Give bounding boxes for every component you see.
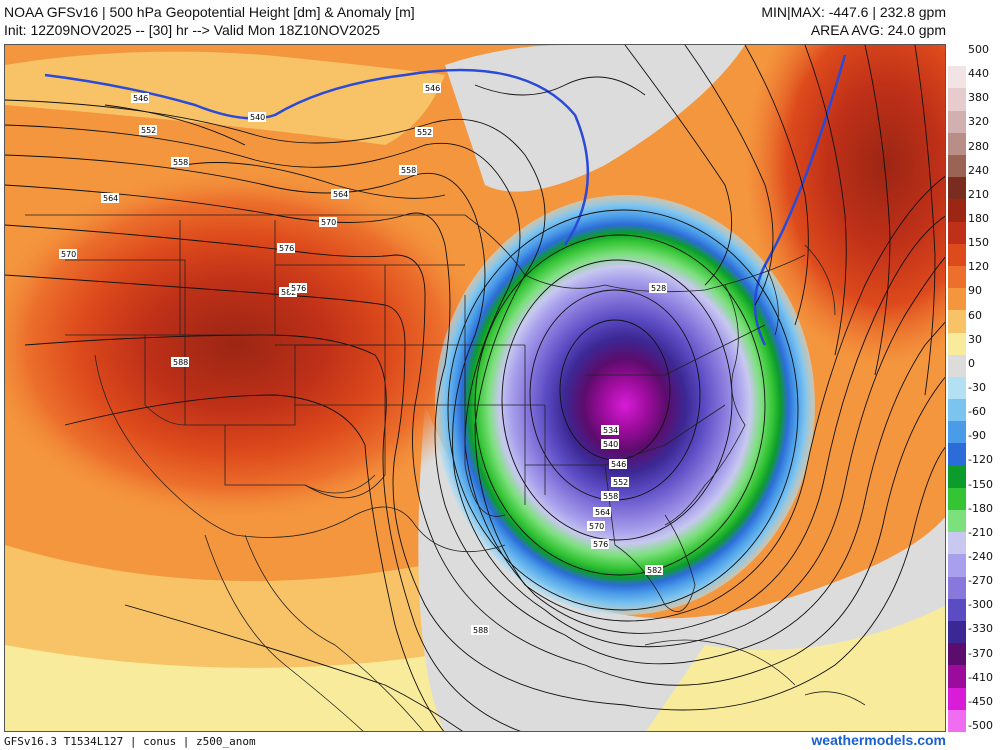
svg-text:546: 546	[425, 84, 440, 93]
colorbar-swatch	[948, 421, 966, 444]
colorbar-swatch	[948, 665, 966, 689]
svg-text:564: 564	[103, 194, 118, 203]
colorbar-label: 150	[968, 236, 989, 250]
colorbar-swatch	[948, 332, 966, 356]
colorbar-label: -300	[968, 598, 993, 612]
colorbar-swatch	[948, 709, 966, 733]
svg-text:552: 552	[417, 128, 432, 137]
colorbar-swatch	[948, 687, 966, 711]
svg-text:552: 552	[141, 126, 156, 135]
colorbar-label: -150	[968, 477, 993, 491]
colorbar-swatch	[948, 199, 966, 223]
svg-text:552: 552	[613, 478, 628, 487]
colorbar-label: 440	[968, 67, 989, 81]
contour-labels: 546 552 558 564 570 576 582 588 546 552 …	[59, 83, 667, 635]
colorbar-swatch	[948, 376, 966, 400]
svg-text:576: 576	[291, 284, 306, 293]
colorbar-swatch	[948, 465, 966, 489]
svg-text:546: 546	[611, 460, 626, 469]
colorbar-swatch	[948, 576, 966, 600]
colorbar-swatch	[948, 399, 966, 422]
svg-text:576: 576	[279, 244, 294, 253]
colorbar-label: 90	[968, 284, 982, 298]
svg-text:534: 534	[603, 426, 618, 435]
colorbar-swatch	[948, 265, 966, 289]
anomaly-map: 546 552 558 564 570 576 582 588 546 552 …	[5, 45, 945, 731]
colorbar-swatch	[948, 288, 966, 311]
colorbar-label: -450	[968, 694, 993, 708]
svg-text:528: 528	[651, 284, 666, 293]
svg-text:570: 570	[61, 250, 76, 259]
svg-text:540: 540	[603, 440, 618, 449]
svg-text:570: 570	[589, 522, 604, 531]
colorbar-label: -240	[968, 550, 993, 563]
colorbar-label: -500	[968, 719, 993, 732]
colorbar-label: 210	[968, 187, 989, 201]
colorbar-label: 280	[968, 139, 989, 153]
svg-text:564: 564	[333, 190, 348, 199]
svg-text:558: 558	[401, 166, 416, 175]
colorbar-label: 120	[968, 260, 989, 274]
svg-text:546: 546	[133, 94, 148, 103]
colorbar-label: -90	[968, 429, 986, 443]
colorbar-label: 0	[968, 356, 975, 370]
model-info-footer: GFSv16.3 T1534L127 | conus | z500_anom	[4, 735, 256, 748]
svg-text:564: 564	[595, 508, 610, 517]
colorbar-swatch	[948, 643, 966, 666]
svg-text:558: 558	[173, 158, 188, 167]
svg-text:588: 588	[473, 626, 488, 635]
colorbar-label: 500	[968, 43, 989, 56]
colorbar-swatch	[948, 88, 966, 112]
colorbar-label: -180	[968, 501, 993, 515]
colorbar-swatch	[948, 443, 966, 467]
colorbar-swatch	[948, 154, 966, 178]
colorbar-label: -30	[968, 381, 986, 394]
colorbar-label: 320	[968, 115, 989, 129]
svg-text:570: 570	[321, 218, 336, 227]
svg-text:582: 582	[281, 288, 296, 297]
colorbar-swatch	[948, 66, 966, 89]
svg-text:540: 540	[250, 113, 265, 122]
colorbar-swatch	[948, 132, 966, 156]
colorbar-swatch	[948, 621, 966, 644]
colorbar-swatch	[948, 110, 966, 134]
height-contours	[5, 45, 945, 731]
area-average-readout: AREA AVG: 24.0 gpm	[810, 22, 946, 38]
colorbar-label: -210	[968, 525, 993, 539]
colorbar-swatch	[948, 510, 966, 533]
colorbar-label: -370	[968, 646, 993, 660]
anomaly-colorbar: 500 440 380 320 280 240 210 180 150 120 90 60 30 0 -30…	[948, 43, 996, 733]
colorbar-label: 60	[968, 308, 982, 322]
colorbar-swatch	[948, 532, 966, 555]
colorbar-label: -330	[968, 622, 993, 636]
colorbar-label: 180	[968, 212, 989, 225]
min-max-readout: MIN|MAX: -447.6 | 232.8 gpm	[761, 4, 946, 20]
colorbar-label: -410	[968, 670, 993, 684]
colorbar-swatch	[948, 554, 966, 578]
map-title: NOAA GFSv16 | 500 hPa Geopotential Heigh…	[4, 4, 415, 20]
colorbar-label: 240	[968, 163, 989, 177]
colorbar-swatch	[948, 177, 966, 200]
svg-text:588: 588	[173, 358, 188, 367]
colorbar-swatch	[948, 243, 966, 267]
colorbar-label: -120	[968, 453, 993, 467]
svg-text:558: 558	[603, 492, 618, 501]
svg-text:582: 582	[647, 566, 662, 575]
colorbar-swatch	[948, 221, 966, 245]
colorbar-swatch	[948, 598, 966, 622]
colorbar-label: 30	[968, 332, 982, 346]
svg-text:576: 576	[593, 540, 608, 549]
colorbar-swatch	[948, 310, 966, 333]
init-valid-time: Init: 12Z09NOV2025 -- [30] hr --> Valid …	[4, 22, 380, 38]
colorbar-label: 380	[968, 91, 989, 105]
colorbar-swatch	[948, 487, 966, 511]
colorbar-swatch	[948, 44, 966, 67]
colorbar-label: -60	[968, 405, 986, 419]
colorbar-swatch	[948, 354, 966, 378]
map-panel: 546 552 558 564 570 576 582 588 546 552 …	[4, 44, 946, 732]
colorbar-label: -270	[968, 574, 993, 588]
website-credit: weathermodels.com	[811, 732, 946, 748]
political-boundaries	[25, 214, 866, 731]
